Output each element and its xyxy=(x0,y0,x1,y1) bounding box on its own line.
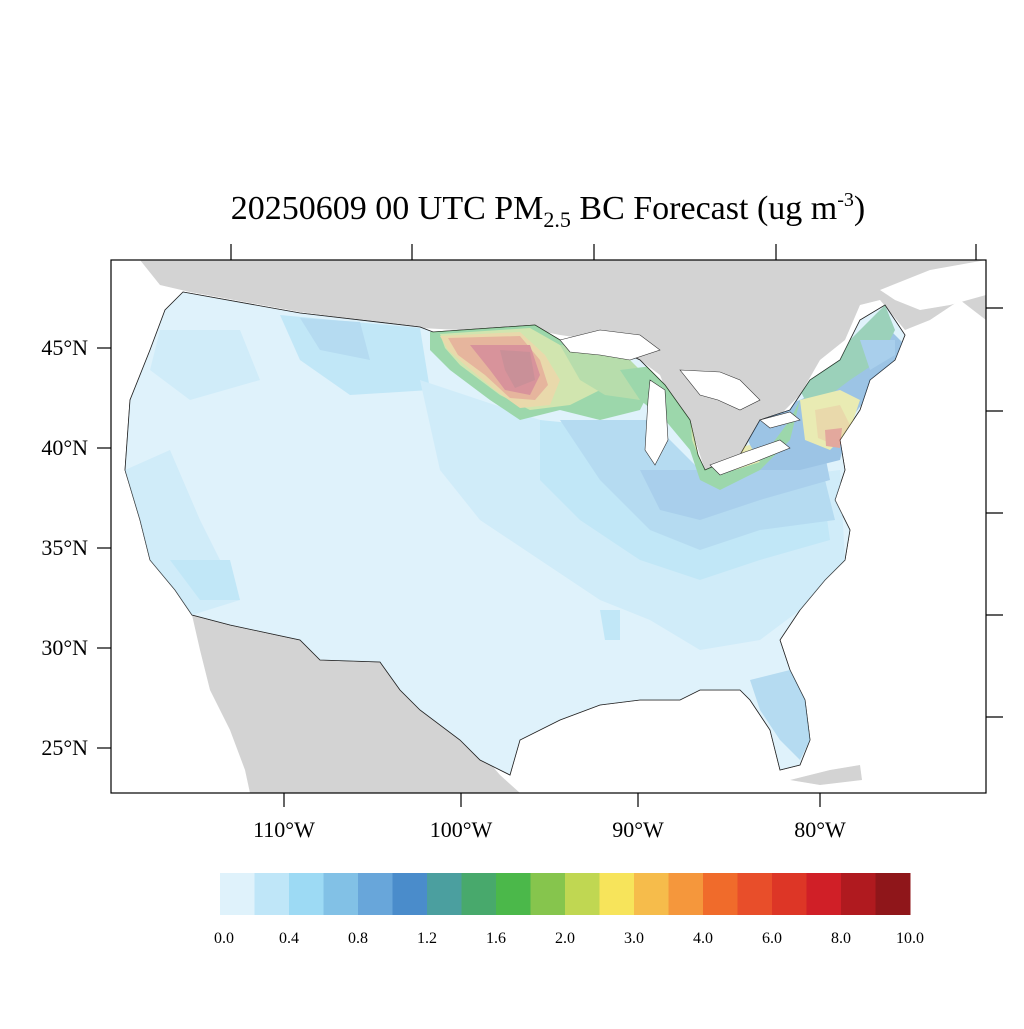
latitude-labels: 45°N 40°N 35°N 30°N 25°N xyxy=(41,335,88,760)
map-panel xyxy=(111,260,986,793)
lat-label: 45°N xyxy=(41,335,88,360)
canada-land xyxy=(140,260,986,470)
lon-label: 80°W xyxy=(794,817,846,842)
colorbar-swatch xyxy=(496,873,531,915)
colorbar-tick-label: 3.0 xyxy=(624,930,644,947)
colorbar-swatch xyxy=(599,873,635,915)
colorbar-swatch xyxy=(461,873,497,915)
colorbar-swatch xyxy=(323,873,359,915)
colorbar xyxy=(220,873,911,915)
lon-label: 90°W xyxy=(612,817,664,842)
colorbar-swatch xyxy=(875,873,911,915)
colorbar-swatch xyxy=(392,873,428,915)
colorbar-swatch xyxy=(737,873,773,915)
colorbar-tick-label: 1.2 xyxy=(417,930,437,947)
mexico-land xyxy=(192,615,520,793)
colorbar-labels: 0.0 0.4 0.8 1.2 1.6 2.0 3.0 4.0 6.0 8.0 10.0 xyxy=(214,930,924,947)
colorbar-swatch xyxy=(668,873,704,915)
colorbar-tick-label: 0.4 xyxy=(279,930,299,947)
colorbar-swatch xyxy=(530,873,566,915)
colorbar-swatch xyxy=(289,873,324,915)
colorbar-swatch xyxy=(841,873,876,915)
map-title: 20250609 00 UTC PM2.5 BC Forecast (ug m-… xyxy=(231,189,865,232)
colorbar-swatch xyxy=(427,873,462,915)
lon-label: 110°W xyxy=(253,817,315,842)
colorbar-swatch xyxy=(772,873,807,915)
colorbar-tick-label: 2.0 xyxy=(555,930,575,947)
colorbar-tick-label: 0.8 xyxy=(348,930,368,947)
colorbar-swatch xyxy=(703,873,738,915)
colorbar-swatch xyxy=(634,873,669,915)
tick-marks xyxy=(97,244,1003,807)
colorbar-tick-label: 10.0 xyxy=(896,930,924,947)
colorbar-swatch xyxy=(358,873,393,915)
lat-label: 35°N xyxy=(41,535,88,560)
lat-label: 25°N xyxy=(41,735,88,760)
colorbar-swatch xyxy=(220,873,255,915)
great-lakes xyxy=(559,329,801,476)
longitude-labels: 110°W 100°W 90°W 80°W xyxy=(253,817,846,842)
colorbar-swatch xyxy=(806,873,842,915)
colorbar-tick-label: 8.0 xyxy=(831,930,851,947)
lat-label: 40°N xyxy=(41,435,88,460)
colorbar-tick-label: 0.0 xyxy=(214,930,234,947)
colorbar-tick-label: 4.0 xyxy=(693,930,713,947)
lat-label: 30°N xyxy=(41,635,88,660)
colorbar-tick-label: 1.6 xyxy=(486,930,506,947)
lon-label: 100°W xyxy=(430,817,493,842)
colorbar-swatch xyxy=(254,873,290,915)
colorbar-swatch xyxy=(565,873,600,915)
colorbar-tick-label: 6.0 xyxy=(762,930,782,947)
map-frame xyxy=(110,259,987,794)
cuba-land xyxy=(790,765,862,785)
